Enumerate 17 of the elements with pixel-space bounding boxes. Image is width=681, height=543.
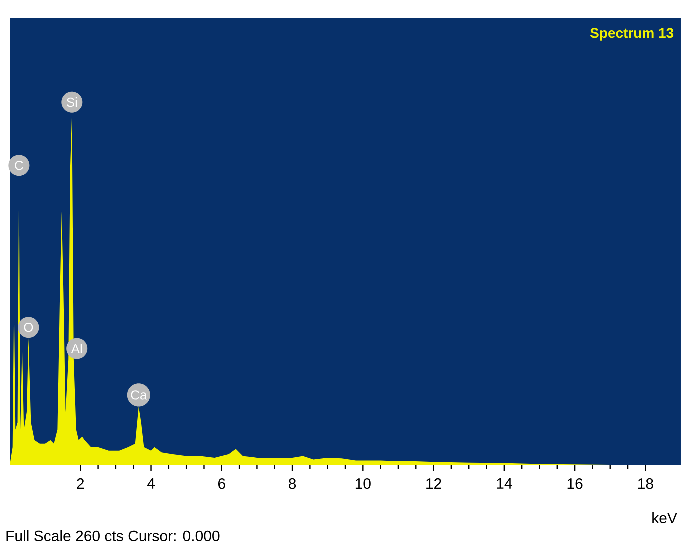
x-tick-label: 6 [218, 478, 226, 490]
annotation: O [24, 322, 34, 332]
x-tick-label: 18 [638, 478, 654, 490]
x-tick-label: 4 [147, 478, 155, 489]
annotation: Al [71, 344, 82, 354]
annotation: Ca [131, 390, 148, 400]
x-tick-label: 2 [77, 478, 84, 489]
x-tick-label: 8 [289, 478, 296, 490]
annotation: C [15, 161, 24, 170]
x-tick-label: 14 [497, 478, 512, 489]
x-tick-label: 12 [426, 478, 442, 489]
x-axis-title: keV [652, 512, 678, 524]
x-tick-label: 16 [568, 478, 583, 490]
x-tick-label: 10 [356, 478, 371, 490]
text: Full Scale 260 cts Cursor: 0.000 [6, 530, 220, 542]
chart-title: Spectrum 13 [590, 28, 674, 41]
annotation: Si [66, 98, 78, 108]
